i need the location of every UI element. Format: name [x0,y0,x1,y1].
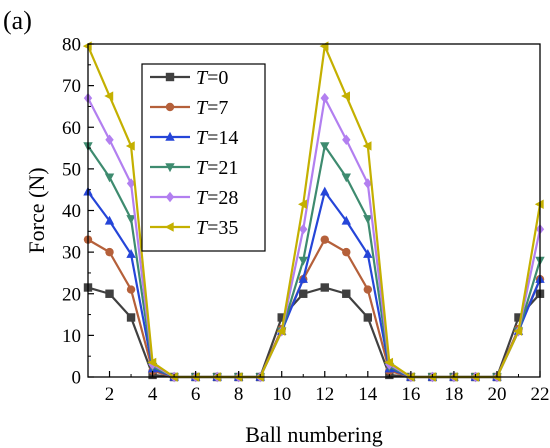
x-tick-label: 20 [487,384,506,405]
data-point [363,285,373,294]
y-tick-label: 80 [62,35,81,56]
y-tick-label: 30 [62,243,81,264]
x-tick-label: 16 [401,384,420,405]
data-point [104,215,115,225]
legend-label: T=7 [196,97,228,119]
data-point [276,326,286,336]
x-tick-label: 22 [531,384,550,405]
data-point [320,186,330,196]
data-point [341,215,351,225]
data-point [298,273,308,283]
x-tick-label: 18 [444,384,463,405]
y-tick-label: 40 [62,201,81,222]
x-tick-label: 2 [105,384,115,405]
legend-label: T=21 [196,157,238,179]
data-point [362,141,372,151]
data-point [384,357,394,368]
series-line [87,238,542,379]
legend-label: T=14 [196,127,238,149]
data-point [534,199,544,209]
legend-label: T=0 [196,67,228,89]
x-tick-label: 14 [358,384,378,405]
data-point [320,283,329,292]
x-tick-label: 4 [148,384,158,405]
data-point [126,313,136,322]
data-point [363,313,373,322]
y-tick-label: 70 [62,76,81,97]
panel-label: (a) [3,6,32,35]
legend-entry: T=28 [150,187,238,209]
data-point [105,289,114,298]
y-tick-label: 50 [62,159,81,180]
data-point [342,134,351,145]
data-point [104,173,115,183]
legend-marker [165,163,175,173]
legend-label: T=35 [196,217,238,239]
legend-entry: T=21 [150,157,238,179]
x-axis-title: Ball numbering [245,422,382,447]
data-point [363,178,373,189]
legend-marker [164,222,174,232]
data-point [320,92,329,104]
y-tick-label: 60 [62,118,81,139]
x-tick-label: 8 [234,384,244,405]
y-tick-label: 10 [62,326,81,347]
data-point [105,247,114,257]
y-axis-title: Force (N) [24,167,49,253]
data-point [341,91,350,101]
data-point [320,142,330,152]
data-point [363,215,373,225]
x-tick-label: 6 [191,384,201,405]
data-point [147,357,157,368]
y-tick-label: 0 [72,368,82,389]
legend-entry: T=14 [150,127,238,149]
data-point [342,289,351,298]
data-point [125,141,135,151]
data-point [513,326,523,336]
x-tick-label: 12 [315,384,334,405]
data-point [299,224,308,235]
data-point [299,289,308,298]
legend-marker [165,191,175,203]
data-point [298,199,307,209]
legend-entry: T=0 [150,67,228,89]
data-point [363,249,373,258]
data-point [126,249,136,258]
legend-marker [165,72,175,82]
data-point [126,178,136,189]
x-tick-label: 10 [272,384,291,405]
data-point [298,256,308,266]
legend: T=0 T=7 T=14 T=21 T=28 T=35 [141,63,266,252]
legend-label: T=28 [196,187,238,209]
data-point [277,313,286,322]
legend-entry: T=7 [150,97,228,119]
y-tick-label: 20 [62,284,81,305]
data-point [341,173,351,183]
data-point [82,41,92,51]
legend-marker [165,131,175,141]
legend-entry: T=35 [150,217,238,239]
legend-box [141,63,266,252]
data-point [320,235,329,244]
data-point [514,313,523,322]
data-point [104,91,114,101]
data-point [342,247,351,257]
data-point [126,215,136,225]
data-point [126,285,136,294]
data-point [105,134,114,145]
legend-marker [165,102,175,112]
